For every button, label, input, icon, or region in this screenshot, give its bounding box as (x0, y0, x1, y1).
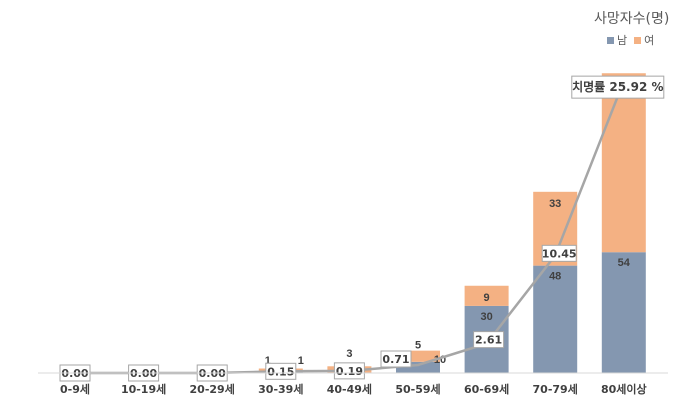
fatality-label-7: 10.45 (542, 247, 577, 260)
legend-swatch-male (607, 36, 614, 44)
x-tick-label-0: 0-9세 (60, 382, 90, 396)
fatality-label-3: 0.15 (267, 365, 294, 378)
x-tick-label-4: 40-49세 (327, 382, 372, 396)
bar-label-male-8: 54 (618, 257, 631, 269)
fatality-label-5: 0.71 (382, 353, 409, 366)
bar-label-male-7: 48 (549, 271, 561, 283)
legend-item-female: 여 (634, 32, 654, 48)
fatality-label-box-5 (380, 350, 412, 368)
fatality-label-8: 치명률 25.92 % (572, 79, 663, 94)
fatality-label-6: 2.61 (475, 334, 502, 347)
bar-label-female-4: 3 (346, 348, 352, 360)
bar-label-female-7: 33 (549, 198, 561, 210)
legend-title: 사망자수(명) (594, 11, 670, 27)
bar-female-8 (601, 73, 646, 253)
legend-items: 남 여 (607, 32, 661, 48)
fatality-label-box-6 (473, 331, 505, 349)
fatality-label-box-4 (333, 362, 365, 380)
x-tick-label-3: 30-39세 (258, 382, 303, 396)
x-tick-label-2: 20-29세 (190, 382, 235, 396)
x-tick-label-8: 80세이상 (601, 382, 647, 396)
bar-male-5 (396, 361, 440, 373)
fatality-label-box-7 (541, 244, 577, 262)
bar-female-5 (396, 350, 440, 362)
bar-label-male-6: 30 (480, 311, 492, 323)
bar-label-female-3: 1 (265, 355, 271, 367)
bar-male-7 (533, 265, 578, 373)
bar-female-6 (464, 285, 509, 306)
bar-label-female-5: 5 (415, 340, 421, 352)
bar-male-8 (601, 252, 646, 373)
legend-swatch-female (634, 36, 642, 44)
legend-item-male: 남 (607, 32, 627, 48)
legend-label-male: 남 (617, 34, 628, 47)
x-axis: 0-9세 10-19세 20-29세 30-39세 40-49세 50-59세 60-69세… (38, 372, 668, 396)
fatality-label-box-3 (265, 362, 297, 380)
bar-label-male-3: 1 (298, 355, 304, 367)
x-tick-label-6: 60-69세 (464, 382, 509, 396)
fatality-label-4: 0.19 (336, 365, 363, 378)
x-tick-label-7: 70-79세 (533, 382, 578, 396)
legend-label-female: 여 (644, 34, 655, 47)
bar-layer: 11310530948335480 (258, 73, 646, 373)
x-tick-label-5: 50-59세 (395, 382, 440, 396)
fatality-label-box-8 (571, 75, 665, 99)
x-tick-label-1: 10-19세 (121, 382, 166, 396)
bar-label-female-6: 9 (484, 292, 490, 304)
